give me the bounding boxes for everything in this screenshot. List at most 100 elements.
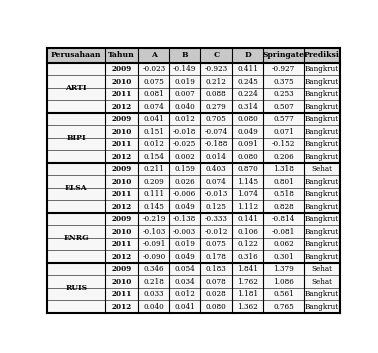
Text: Sehat: Sehat [311, 277, 333, 286]
Text: 1.379: 1.379 [273, 265, 294, 273]
Bar [47, 48, 340, 63]
Bar [47, 225, 340, 238]
Text: C: C [213, 51, 219, 59]
Text: -0.149: -0.149 [173, 65, 197, 73]
Bar [47, 125, 340, 138]
Text: 1.074: 1.074 [237, 190, 258, 198]
Text: 0.145: 0.145 [144, 203, 164, 210]
Text: Bangkrut: Bangkrut [305, 90, 339, 98]
Text: -0.188: -0.188 [204, 140, 228, 148]
Text: 0.080: 0.080 [206, 303, 226, 311]
Text: Springate: Springate [262, 51, 305, 59]
Text: A: A [151, 51, 157, 59]
Text: -0.138: -0.138 [173, 215, 196, 223]
Text: ENRG: ENRG [63, 234, 89, 242]
Text: 0.314: 0.314 [237, 103, 258, 110]
Text: 0.088: 0.088 [206, 90, 226, 98]
Text: -0.152: -0.152 [272, 140, 295, 148]
Bar [47, 213, 340, 225]
Bar [47, 300, 340, 313]
Bar [47, 250, 340, 263]
Text: 0.224: 0.224 [237, 90, 258, 98]
Text: Bangkrut: Bangkrut [305, 78, 339, 85]
Text: Bangkrut: Bangkrut [305, 252, 339, 261]
Text: 0.159: 0.159 [174, 165, 195, 173]
Text: 0.375: 0.375 [273, 78, 294, 85]
Text: 0.507: 0.507 [273, 103, 294, 110]
Bar [47, 113, 340, 125]
Text: 2010: 2010 [112, 277, 132, 286]
Text: 0.346: 0.346 [144, 265, 164, 273]
Text: 0.034: 0.034 [174, 277, 195, 286]
Text: 2012: 2012 [112, 152, 132, 161]
Text: Bangkrut: Bangkrut [305, 115, 339, 123]
Text: -0.018: -0.018 [173, 127, 197, 136]
Text: -0.006: -0.006 [173, 190, 196, 198]
Text: 1.112: 1.112 [237, 203, 258, 210]
Text: 2009: 2009 [112, 265, 132, 273]
Bar [47, 200, 340, 213]
Text: 0.054: 0.054 [174, 265, 195, 273]
Text: 0.081: 0.081 [144, 90, 164, 98]
Text: 0.111: 0.111 [143, 190, 164, 198]
Text: 0.801: 0.801 [273, 178, 294, 186]
Bar [47, 75, 340, 88]
Text: 2010: 2010 [112, 228, 132, 235]
Text: -0.814: -0.814 [272, 215, 295, 223]
Text: 2009: 2009 [112, 165, 132, 173]
Text: 0.765: 0.765 [273, 303, 294, 311]
Text: 0.040: 0.040 [144, 303, 164, 311]
Text: 0.212: 0.212 [206, 78, 227, 85]
Text: Bangkrut: Bangkrut [305, 152, 339, 161]
Bar [47, 88, 340, 100]
Text: 0.091: 0.091 [237, 140, 258, 148]
Text: 1.318: 1.318 [273, 165, 294, 173]
Text: -0.090: -0.090 [142, 252, 166, 261]
Text: D: D [244, 51, 251, 59]
Text: 0.028: 0.028 [206, 290, 226, 298]
Text: 0.002: 0.002 [174, 152, 195, 161]
Text: -0.219: -0.219 [142, 215, 166, 223]
Text: 0.049: 0.049 [174, 252, 195, 261]
Text: 2009: 2009 [112, 115, 132, 123]
Text: 0.012: 0.012 [144, 140, 164, 148]
Text: -0.927: -0.927 [272, 65, 295, 73]
Text: 0.316: 0.316 [237, 252, 258, 261]
Text: 0.518: 0.518 [273, 190, 294, 198]
Text: 0.080: 0.080 [237, 115, 258, 123]
Text: 0.279: 0.279 [206, 103, 226, 110]
Text: Perusahaan: Perusahaan [51, 51, 101, 59]
Bar [47, 100, 340, 113]
Text: -0.103: -0.103 [142, 228, 166, 235]
Text: 0.049: 0.049 [174, 203, 195, 210]
Bar [47, 263, 340, 275]
Text: 0.561: 0.561 [273, 290, 294, 298]
Text: Bangkrut: Bangkrut [305, 178, 339, 186]
Bar [47, 175, 340, 188]
Text: 2011: 2011 [112, 90, 132, 98]
Bar [47, 275, 340, 288]
Text: 0.040: 0.040 [174, 103, 195, 110]
Text: -0.023: -0.023 [143, 65, 166, 73]
Text: 1.841: 1.841 [237, 265, 258, 273]
Text: 0.253: 0.253 [273, 90, 294, 98]
Text: -0.025: -0.025 [173, 140, 196, 148]
Bar [47, 188, 340, 200]
Text: 0.041: 0.041 [174, 303, 195, 311]
Text: Prediksi: Prediksi [304, 51, 340, 59]
Text: 0.078: 0.078 [206, 277, 226, 286]
Text: 2010: 2010 [112, 78, 132, 85]
Text: 1.362: 1.362 [237, 303, 258, 311]
Text: -0.333: -0.333 [205, 215, 228, 223]
Text: 0.211: 0.211 [143, 165, 164, 173]
Text: 2009: 2009 [112, 65, 132, 73]
Text: 0.870: 0.870 [237, 165, 258, 173]
Text: -0.012: -0.012 [204, 228, 228, 235]
Text: Bangkrut: Bangkrut [305, 203, 339, 210]
Text: Bangkrut: Bangkrut [305, 190, 339, 198]
Text: ARTI: ARTI [65, 84, 87, 92]
Text: Bangkrut: Bangkrut [305, 303, 339, 311]
Text: 0.218: 0.218 [144, 277, 164, 286]
Text: 0.014: 0.014 [206, 152, 227, 161]
Text: 0.403: 0.403 [206, 165, 226, 173]
